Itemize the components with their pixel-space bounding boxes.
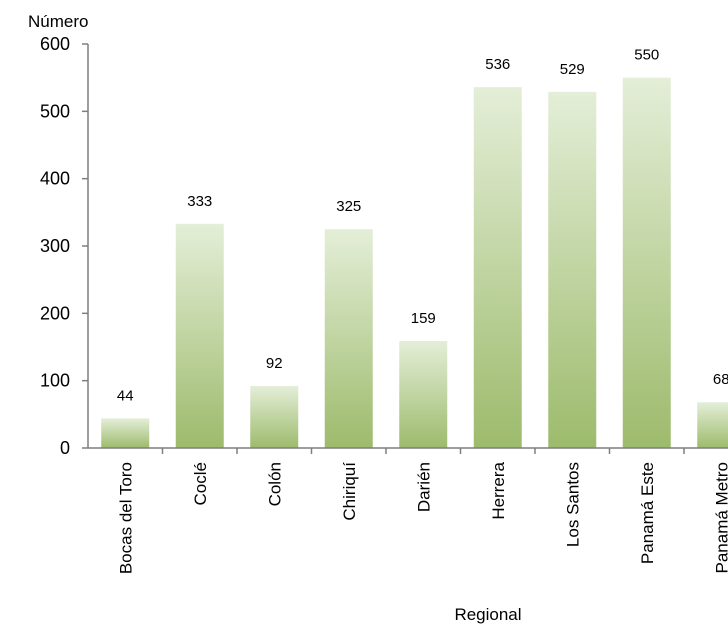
- bars-group: [101, 77, 728, 449]
- category-label: Chiriquí: [340, 462, 359, 521]
- data-label: 68: [713, 371, 728, 388]
- bar: [697, 402, 728, 448]
- data-label: 44: [117, 387, 134, 404]
- data-label: 159: [411, 310, 436, 327]
- y-axis-ticks: 0 100 200 300 400 500 600: [40, 34, 88, 458]
- x-axis-ticks: [161, 448, 685, 454]
- category-label: Colón: [265, 462, 284, 506]
- category-label: Panamá Este: [638, 462, 657, 564]
- y-axis-title: Número: [28, 12, 88, 31]
- bar: [250, 386, 299, 448]
- bar: [399, 340, 448, 448]
- category-label: Herrera: [489, 461, 508, 519]
- data-labels-group: 44 333 92 325 159 536 529 550 68: [117, 47, 728, 405]
- bar: [101, 418, 150, 448]
- bar: [324, 229, 373, 448]
- category-label: Panamá Metro: [712, 462, 728, 574]
- y-tick-label: 400: [40, 169, 70, 189]
- data-label: 536: [485, 56, 510, 73]
- y-tick-label: 200: [40, 303, 70, 323]
- y-tick-label: 300: [40, 236, 70, 256]
- category-label: Darién: [414, 462, 433, 512]
- data-label: 333: [187, 193, 212, 210]
- bar: [622, 77, 671, 449]
- data-label: 550: [634, 47, 659, 64]
- category-label: Coclé: [191, 462, 210, 505]
- y-tick-label: 600: [40, 34, 70, 54]
- bar: [548, 91, 597, 448]
- data-label: 529: [560, 61, 585, 78]
- data-label: 325: [336, 198, 361, 215]
- data-label: 92: [266, 355, 283, 372]
- category-labels-group: Bocas del Toro Coclé Colón Chiriquí Darién He…: [116, 461, 728, 574]
- x-axis-title: Regional: [454, 605, 521, 624]
- y-tick-label: 500: [40, 101, 70, 121]
- y-tick-label: 0: [60, 438, 70, 458]
- category-label: Bocas del Toro: [116, 462, 135, 574]
- bar: [473, 87, 522, 449]
- bar: [175, 223, 224, 448]
- y-tick-label: 100: [40, 371, 70, 391]
- category-label: Los Santos: [563, 462, 582, 547]
